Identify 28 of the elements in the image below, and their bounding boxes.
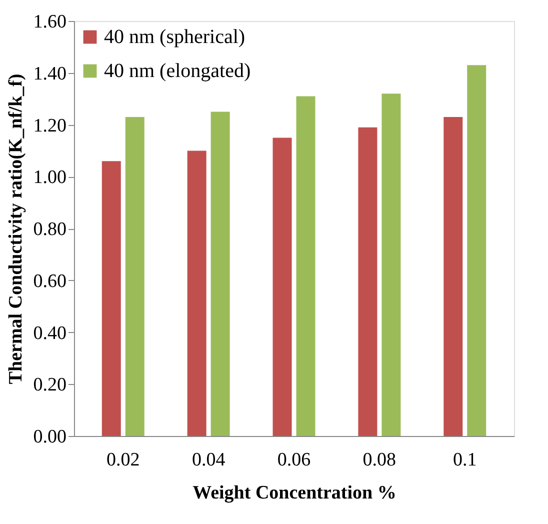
y-tick-label: 1.00 bbox=[33, 167, 66, 188]
legend-label: 40 nm (elongated) bbox=[104, 60, 251, 82]
x-tick-label: 0.04 bbox=[192, 450, 226, 470]
bar bbox=[296, 96, 316, 436]
bar bbox=[125, 116, 144, 436]
x-tick-label: 0.06 bbox=[277, 450, 311, 470]
legend-label: 40 nm (spherical) bbox=[104, 26, 246, 48]
x-tick-label: 0.02 bbox=[106, 450, 140, 470]
bar bbox=[102, 161, 121, 436]
bar bbox=[444, 116, 463, 436]
y-tick-label: 0.40 bbox=[33, 322, 66, 344]
bar bbox=[467, 65, 486, 436]
bar bbox=[382, 94, 401, 436]
y-tick-label: 0.20 bbox=[33, 374, 66, 396]
y-tick-label: 0.80 bbox=[33, 219, 66, 240]
y-tick-label: 1.40 bbox=[33, 63, 66, 84]
bar bbox=[187, 150, 206, 436]
x-tick-label: 0.1 bbox=[453, 450, 477, 470]
y-tick-label: 1.20 bbox=[33, 115, 66, 136]
y-tick-label: 0.00 bbox=[33, 426, 66, 448]
y-tick-label: 1.60 bbox=[33, 12, 66, 32]
x-tick-label: 0.08 bbox=[362, 450, 396, 470]
bar bbox=[272, 138, 292, 436]
y-tick-label: 0.60 bbox=[33, 270, 66, 292]
y-axis-title: Thermal Conductivity ratio(K_nf/k_f) bbox=[5, 74, 26, 384]
bar bbox=[358, 127, 378, 436]
bar bbox=[210, 112, 230, 436]
x-axis-title: Weight Concentration % bbox=[192, 482, 396, 504]
